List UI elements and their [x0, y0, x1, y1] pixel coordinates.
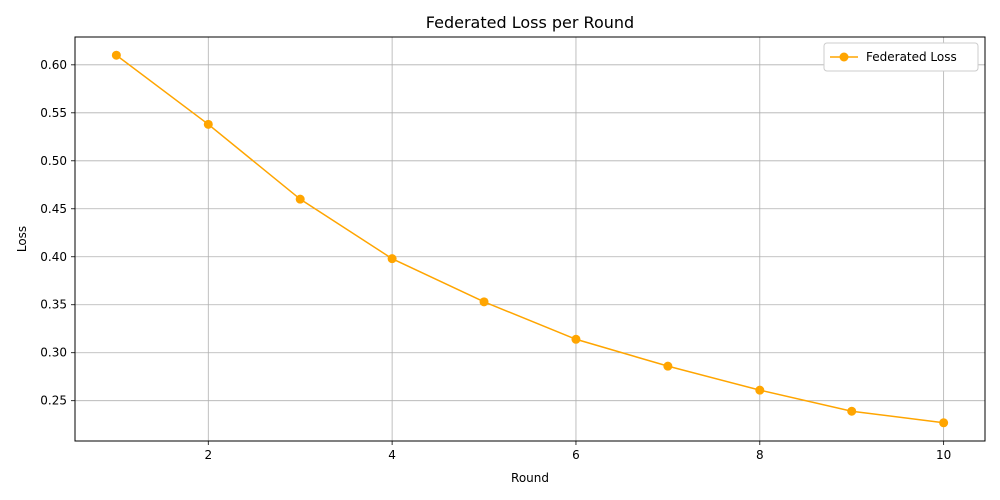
axis-ticks: 2 4 6 8 10 0.25 0.30 0.35 0.40 0.45 0.50 0.55 0.60	[40, 58, 951, 462]
data-point	[571, 334, 581, 344]
y-tick-label: 0.30	[40, 346, 67, 360]
x-tick-label: 10	[936, 448, 951, 462]
y-tick-label: 0.25	[40, 394, 67, 408]
chart-title: Federated Loss per Round	[426, 13, 634, 32]
y-axis-label: Loss	[15, 226, 29, 252]
legend-box	[823, 42, 979, 72]
data-point	[111, 50, 121, 60]
legend: Federated Loss	[823, 42, 979, 72]
data-point	[663, 361, 673, 371]
x-tick-label: 6	[572, 448, 580, 462]
data-point	[939, 418, 949, 428]
y-tick-label: 0.50	[40, 154, 67, 168]
x-tick-label: 2	[204, 448, 212, 462]
data-point	[755, 385, 765, 395]
data-point	[203, 119, 213, 129]
x-tick-label: 4	[388, 448, 396, 462]
y-tick-label: 0.55	[40, 106, 67, 120]
y-tick-label: 0.45	[40, 202, 67, 216]
data-point	[295, 194, 305, 204]
y-tick-label: 0.40	[40, 250, 67, 264]
plot-area-frame	[74, 36, 986, 442]
y-tick-label: 0.35	[40, 298, 67, 312]
legend-label: Federated Loss	[866, 50, 957, 64]
data-point	[479, 297, 489, 307]
x-tick-label: 8	[756, 448, 764, 462]
x-axis-label: Round	[511, 471, 549, 485]
series-layer	[111, 50, 949, 428]
data-point	[847, 406, 857, 416]
legend-marker-swatch	[839, 52, 849, 62]
series-line	[115, 54, 944, 424]
data-point	[387, 254, 397, 264]
y-tick-label: 0.60	[40, 58, 67, 72]
